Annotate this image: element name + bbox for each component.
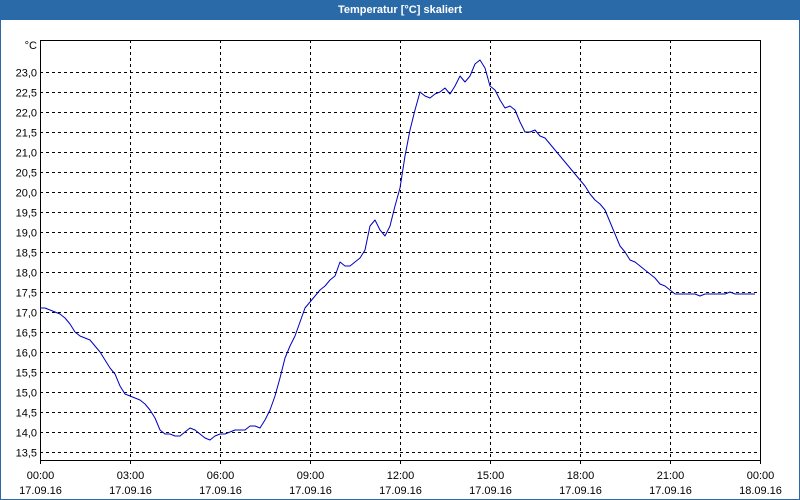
x-tick-date-label: 17.09.16	[379, 485, 422, 497]
x-tick-date-label: 18.09.16	[739, 485, 782, 497]
y-unit-label: °C	[25, 40, 37, 52]
y-tick-label: 23,0	[16, 68, 37, 80]
y-tick-label: 22,0	[16, 108, 37, 120]
y-tick-label: 21,0	[16, 148, 37, 160]
x-tick-time-label: 03:00	[117, 470, 145, 482]
y-tick-label: 16,0	[16, 348, 37, 360]
y-tick-label: 21,5	[16, 128, 37, 140]
y-tick-label: 19,0	[16, 228, 37, 240]
x-tick-date-label: 17.09.16	[109, 485, 152, 497]
x-tick-date-label: 17.09.16	[19, 485, 62, 497]
chart-title: Temperatur [°C] skaliert	[0, 0, 800, 20]
y-tick-label: 20,5	[16, 168, 37, 180]
y-tick-label: 14,5	[16, 408, 37, 420]
x-tick-time-label: 00:00	[747, 470, 775, 482]
y-tick-label: 19,5	[16, 208, 37, 220]
y-tick-label: 18,5	[16, 248, 37, 260]
x-tick-time-label: 15:00	[477, 470, 505, 482]
x-tick-time-label: 00:00	[27, 470, 55, 482]
y-axis: °C 23,0 22,5 22,0 21,5 21,0 20,5 20,0 19,5 19,0 1…	[16, 40, 37, 460]
y-tick-label: 13,5	[16, 448, 37, 460]
y-tick-label: 22,5	[16, 88, 37, 100]
x-axis: 00:00 17.09.16 03:00 17.09.16 06:00 17.09.16 0…	[19, 460, 782, 497]
y-tick-label: 17,5	[16, 288, 37, 300]
x-tick-time-label: 18:00	[567, 470, 595, 482]
y-tick-label: 14,0	[16, 428, 37, 440]
x-tick-date-label: 17.09.16	[469, 485, 512, 497]
x-tick-time-label: 06:00	[207, 470, 235, 482]
y-tick-label: 20,0	[16, 188, 37, 200]
x-tick-date-label: 17.09.16	[649, 485, 692, 497]
y-tick-label: 15,0	[16, 388, 37, 400]
y-tick-label: 16,5	[16, 328, 37, 340]
y-tick-label: 17,0	[16, 308, 37, 320]
grid	[40, 40, 760, 460]
x-tick-date-label: 17.09.16	[289, 485, 332, 497]
x-tick-time-label: 09:00	[297, 470, 325, 482]
y-tick-label: 18,0	[16, 268, 37, 280]
x-tick-time-label: 21:00	[657, 470, 685, 482]
x-tick-date-label: 17.09.16	[199, 485, 242, 497]
x-tick-date-label: 17.09.16	[559, 485, 602, 497]
x-tick-time-label: 12:00	[387, 470, 415, 482]
series-group	[40, 59, 755, 441]
y-tick-label: 15,5	[16, 368, 37, 380]
series-line	[40, 59, 755, 441]
